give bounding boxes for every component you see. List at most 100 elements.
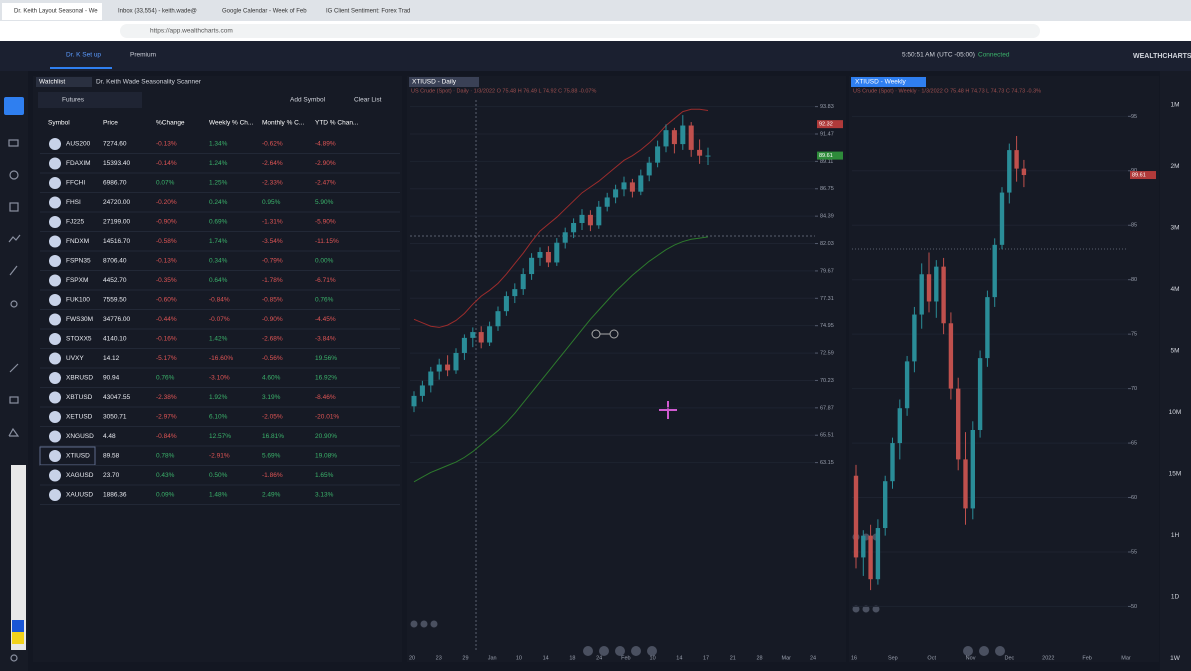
symbol[interactable]: XAUUSD — [66, 492, 93, 499]
filter-box[interactable] — [38, 92, 142, 108]
browser-tab-title[interactable]: IG Client Sentiment: Forex Trad — [326, 9, 410, 15]
flag-icon — [49, 274, 61, 287]
candle-body — [646, 162, 652, 176]
flag-icon — [49, 372, 61, 384]
timeframe[interactable]: 10M — [1169, 409, 1182, 416]
column-header: YTD % Chan... — [315, 120, 359, 127]
column-header: Monthly % C... — [262, 120, 304, 127]
symbol[interactable]: STOXX5 — [66, 336, 92, 343]
filter-select[interactable]: Futures — [62, 97, 85, 104]
toolbar-icons — [8, 139, 21, 662]
cell: -1.31% — [262, 219, 283, 226]
y-tick-label: 60 — [1131, 495, 1137, 501]
timeframe[interactable]: 1M — [1170, 102, 1179, 109]
browser-tab[interactable] — [2, 3, 102, 20]
flag-icon — [49, 352, 61, 365]
symbol[interactable]: FUK100 — [66, 297, 90, 304]
candle-body — [503, 296, 509, 312]
cell: 3.19% — [262, 394, 281, 401]
timeframe[interactable]: 3M — [1170, 225, 1179, 232]
candle-body — [948, 323, 954, 389]
timeframe[interactable]: 15M — [1169, 471, 1182, 478]
browser-tab[interactable] — [314, 3, 414, 20]
symbol[interactable]: XBRUSD — [66, 375, 93, 382]
timeframe[interactable]: 2M — [1170, 163, 1179, 170]
symbol[interactable]: XTIUSD — [66, 453, 90, 460]
symbol[interactable]: FSPXM — [66, 277, 88, 284]
flag-icon — [49, 138, 61, 150]
cell: -2.68% — [262, 336, 283, 343]
y-tick-label: 74.95 — [820, 323, 834, 329]
symbol[interactable]: XNGUSD — [66, 433, 94, 440]
cell: -0.62% — [262, 141, 283, 148]
cell: 12.57% — [209, 433, 231, 440]
timeframe[interactable]: 4M — [1170, 286, 1179, 293]
timeframe[interactable]: 1D — [1171, 594, 1180, 601]
cell: 1.92% — [209, 394, 228, 401]
cell: -20.01% — [315, 414, 339, 421]
x-tick-label: 24 — [596, 655, 602, 661]
cell: -2.90% — [315, 160, 336, 167]
cell: 19.56% — [315, 355, 337, 362]
candle-body — [411, 395, 417, 407]
y-tick-label: 65.51 — [820, 433, 834, 439]
timeframe[interactable]: 1H — [1171, 532, 1180, 539]
x-tick-label: Oct — [927, 655, 936, 661]
flag-icon — [49, 196, 61, 209]
symbol[interactable]: UVXY — [66, 355, 84, 362]
add-button[interactable] — [4, 97, 24, 115]
cell: 4140.10 — [103, 336, 127, 343]
x-tick-label: 28 — [756, 655, 762, 661]
browser-tab-title[interactable]: Inbox (33,554) - keith.wade@ — [118, 9, 197, 15]
symbol[interactable]: FHSI — [66, 199, 81, 206]
url-box[interactable] — [120, 24, 1040, 38]
cell: 0.50% — [209, 472, 228, 479]
symbol[interactable]: XETUSD — [66, 414, 93, 421]
y-tick-label: 67.87 — [820, 405, 834, 411]
flag-icon — [49, 411, 61, 423]
candle-body — [697, 149, 703, 156]
workspace-tab[interactable]: Dr. K Set up — [66, 52, 101, 59]
x-tick-label: 24 — [810, 655, 816, 661]
candle-body — [1014, 150, 1019, 169]
add-symbol[interactable]: Add Symbol — [290, 97, 326, 104]
symbol[interactable]: FNDXM — [66, 238, 89, 245]
cell: 5.69% — [262, 453, 281, 460]
cell: 23.70 — [103, 472, 120, 479]
band-line — [413, 236, 709, 483]
browser-tab[interactable] — [210, 3, 310, 20]
symbol[interactable]: AUS200 — [66, 141, 91, 148]
browser-tab-title[interactable]: Google Calendar - Week of Feb — [222, 9, 307, 15]
symbol[interactable]: FDAXIM — [66, 160, 91, 167]
palette-blue[interactable] — [12, 620, 24, 632]
symbol[interactable]: XBTUSD — [66, 394, 93, 401]
panel-tab[interactable]: Dr. Keith Wade Seasonality Scanner — [96, 79, 202, 86]
cell: 3050.71 — [103, 414, 127, 421]
browser-tab[interactable] — [106, 3, 206, 20]
flag-icon — [49, 450, 61, 462]
symbol[interactable]: FJ225 — [66, 219, 84, 226]
x-tick-label: Dec — [1005, 655, 1015, 661]
watchlist-tab-bg — [36, 77, 92, 87]
symbol[interactable]: FFCHI — [66, 180, 85, 187]
cell: -0.20% — [156, 199, 177, 206]
chart-title[interactable]: XTIUSD - Daily — [412, 79, 457, 86]
panel-tab[interactable]: Watchlist — [39, 79, 65, 86]
timeframe[interactable]: 1W — [1170, 655, 1181, 662]
cell: -0.79% — [262, 258, 283, 265]
cell: 4452.70 — [103, 277, 127, 284]
symbol[interactable]: FSPN35 — [66, 258, 91, 265]
symbol[interactable]: XAGUSD — [66, 472, 94, 479]
price-label: 92.32 — [819, 122, 833, 128]
candle-body — [470, 332, 476, 338]
symbol[interactable]: FWS30M — [66, 316, 93, 323]
workspace-tab[interactable]: Premium — [130, 52, 156, 59]
browser-tab-title[interactable]: Dr. Keith Layout Seasonal - We — [14, 9, 98, 15]
candle-body — [919, 274, 924, 315]
timeframe[interactable]: 5M — [1170, 348, 1179, 355]
clear-list[interactable]: Clear List — [354, 97, 382, 104]
cell: -2.38% — [156, 394, 177, 401]
chart-title[interactable]: XTIUSD - Weekly — [855, 79, 907, 86]
palette-yellow[interactable] — [12, 632, 24, 644]
